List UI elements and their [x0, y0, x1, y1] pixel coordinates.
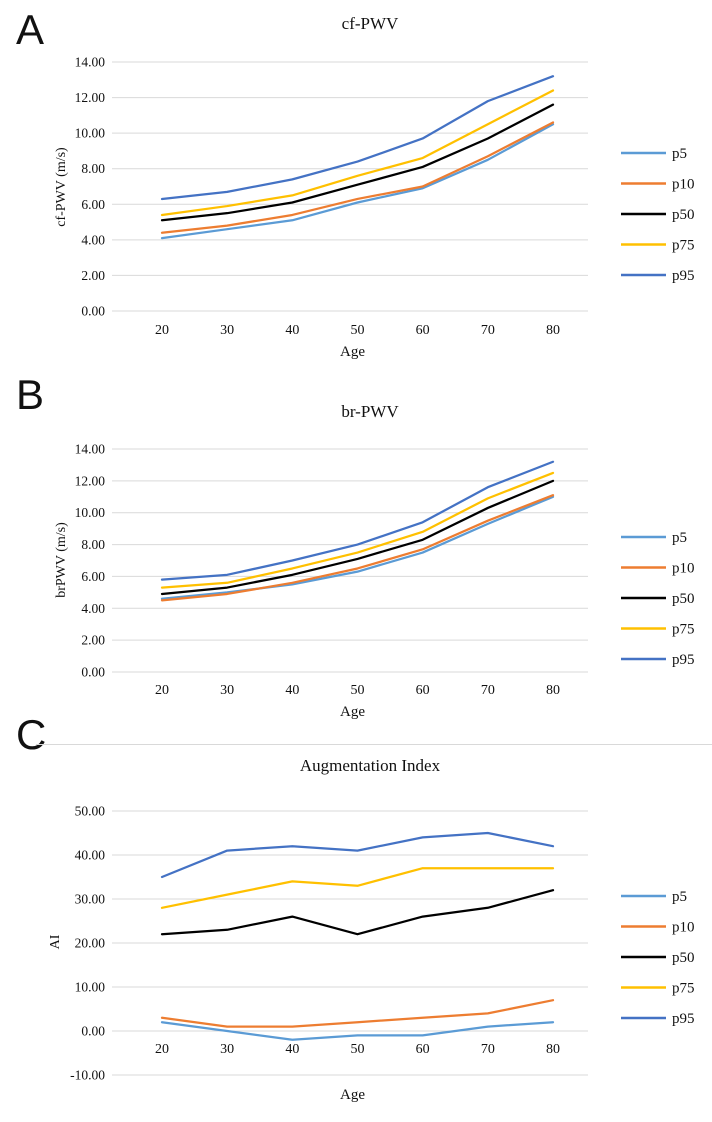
series-line-p75: [160, 89, 555, 217]
legend-label-p10: p10: [672, 920, 695, 936]
y-tick-label: 0.00: [81, 304, 105, 319]
x-tick-label: 80: [546, 323, 560, 338]
legend-label-p50: p50: [672, 591, 695, 607]
series-line-p5: [160, 1021, 555, 1041]
y-tick-label: 4.00: [81, 232, 105, 247]
series-line-p10: [160, 121, 555, 234]
panel-label-c: C: [16, 711, 47, 758]
legend-label-p10: p10: [672, 561, 695, 577]
panel-label-b: B: [16, 371, 45, 418]
legend-label-p50: p50: [672, 950, 695, 966]
x-tick-label: 40: [285, 323, 299, 338]
chart-a-title: cf-PWV: [341, 14, 399, 33]
y-tick-label: 40.00: [75, 848, 106, 863]
y-tick-label: 6.00: [81, 569, 105, 584]
x-tick-label: 60: [416, 683, 430, 698]
y-tick-label: 14.00: [75, 442, 106, 457]
legend-label-p75: p75: [672, 622, 695, 638]
x-tick-label: 40: [285, 683, 299, 698]
series-line-p95: [160, 831, 555, 879]
chart-panel-a: 14.00 12.00 10.00 8.00 6.00 4.00 2.00 0.00 20 30 4…: [75, 55, 695, 339]
panel-label-a: A: [16, 6, 45, 53]
y-tick-label: 6.00: [81, 197, 105, 212]
legend-label-p95: p95: [672, 652, 695, 668]
series-line-p50: [160, 103, 555, 222]
series-line-p10: [160, 494, 555, 602]
x-tick-label: 20: [155, 683, 169, 698]
y-tick-label: 0.00: [81, 665, 105, 680]
y-tick-label: 20.00: [75, 936, 106, 951]
chart-panel-c: 50.00 40.00 30.00 20.00 10.00 0.00 -10.00 20 30 4…: [70, 804, 694, 1083]
x-tick-label: 70: [481, 683, 495, 698]
chart-c-title: Augmentation Index: [299, 756, 441, 775]
legend-label-p50: p50: [672, 207, 695, 223]
series-line-p75: [160, 471, 555, 589]
y-tick-label: 10.00: [75, 126, 106, 141]
x-tick-label: 50: [351, 323, 365, 338]
x-tick-label: 60: [416, 323, 430, 338]
y-tick-label: 8.00: [81, 161, 105, 176]
y-tick-label: 12.00: [75, 90, 106, 105]
legend-label-p75: p75: [672, 981, 695, 997]
x-tick-label: 50: [351, 1042, 365, 1057]
series-line-p10: [160, 999, 555, 1028]
y-tick-label: 30.00: [75, 892, 106, 907]
legend-label-p95: p95: [672, 1011, 695, 1027]
x-tick-label: 60: [416, 1042, 430, 1057]
x-tick-label: 30: [220, 1042, 234, 1057]
legend-label-p5: p5: [672, 530, 687, 546]
x-tick-label: 70: [481, 1042, 495, 1057]
legend-label-p5: p5: [672, 889, 687, 905]
chart-a-x-axis-title: Age: [340, 344, 365, 360]
y-tick-label: 4.00: [81, 601, 105, 616]
x-tick-label: 40: [285, 1042, 299, 1057]
y-tick-label: 10.00: [75, 505, 106, 520]
series-line-p95: [160, 75, 555, 201]
x-tick-label: 20: [155, 1042, 169, 1057]
legend-label-p10: p10: [672, 177, 695, 193]
series-line-p75: [160, 867, 555, 909]
x-tick-label: 70: [481, 323, 495, 338]
legend-label-p75: p75: [672, 238, 695, 254]
y-tick-label: 2.00: [81, 268, 105, 283]
y-tick-label: 8.00: [81, 537, 105, 552]
y-tick-label: 2.00: [81, 633, 105, 648]
chart-b-x-axis-title: Age: [340, 704, 365, 720]
series-line-p50: [160, 479, 555, 596]
chart-b-title: br-PWV: [341, 402, 399, 421]
chart-panel-b: 14.00 12.00 10.00 8.00 6.00 4.00 2.00 0.00 20 30 4…: [75, 442, 695, 699]
series-line-p5: [160, 495, 555, 600]
legend-label-p5: p5: [672, 146, 687, 162]
series-line-p95: [160, 460, 555, 581]
series-line-p5: [160, 123, 555, 240]
y-tick-label: 0.00: [81, 1024, 105, 1039]
x-tick-label: 50: [351, 683, 365, 698]
y-tick-label: 50.00: [75, 804, 106, 819]
x-tick-label: 30: [220, 683, 234, 698]
x-tick-label: 80: [546, 1042, 560, 1057]
y-tick-label: -10.00: [70, 1068, 105, 1083]
x-tick-label: 80: [546, 683, 560, 698]
panel-c-divider: [36, 744, 712, 745]
y-tick-label: 14.00: [75, 55, 106, 70]
chart-c-x-axis-title: Age: [340, 1087, 365, 1103]
legend-label-p95: p95: [672, 268, 695, 284]
x-tick-label: 20: [155, 323, 169, 338]
x-tick-label: 30: [220, 323, 234, 338]
y-tick-label: 12.00: [75, 473, 106, 488]
y-tick-label: 10.00: [75, 980, 106, 995]
series-line-p50: [160, 889, 555, 936]
